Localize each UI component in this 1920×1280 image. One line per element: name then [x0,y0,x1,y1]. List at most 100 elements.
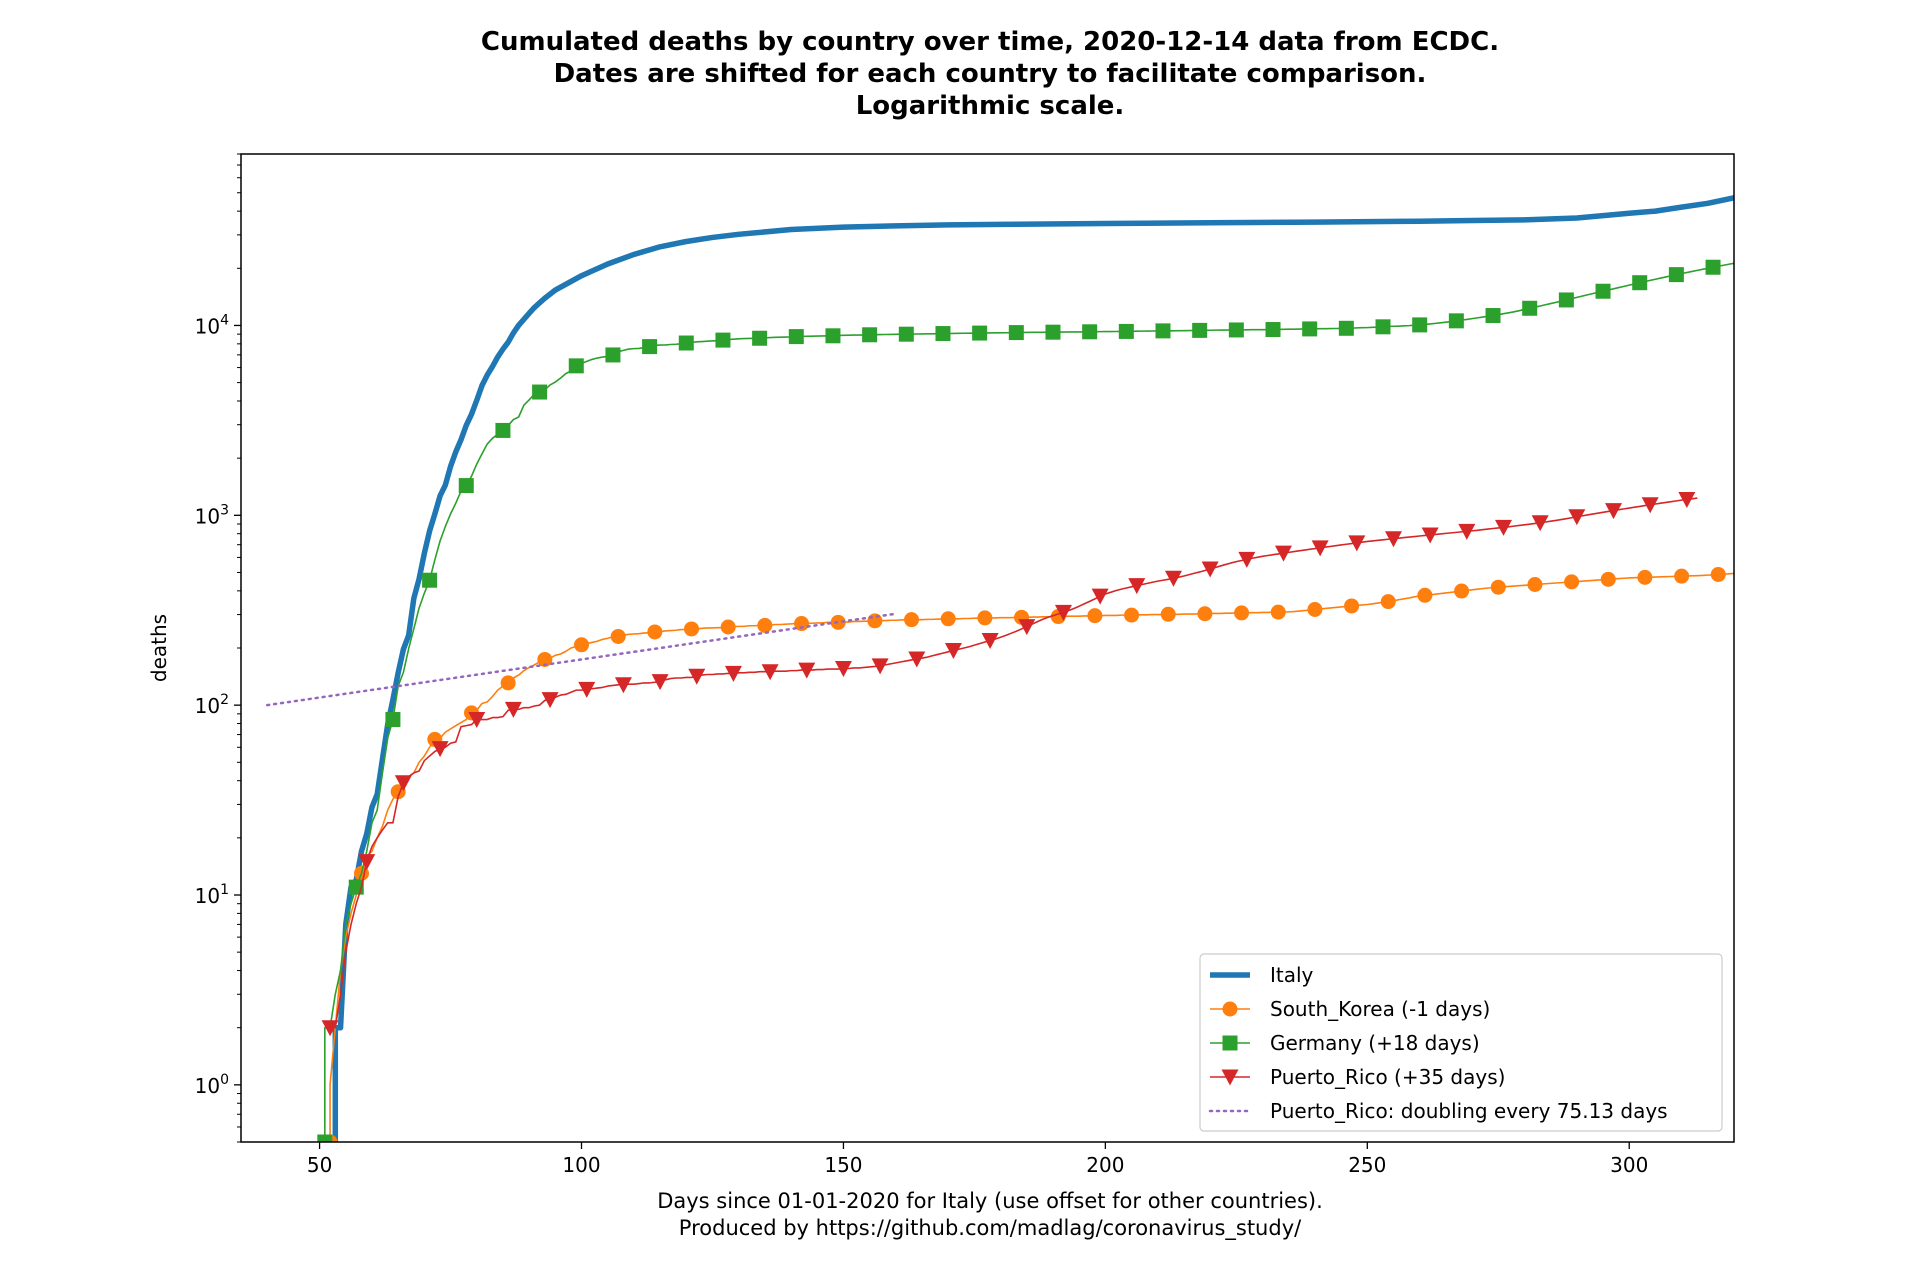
data-point [1448,313,1464,329]
data-point [1710,566,1726,582]
data-point [1124,607,1140,623]
data-point [1054,604,1072,621]
data-point [1265,322,1281,338]
data-point [1091,588,1109,605]
data-point [1164,570,1182,587]
data-point [1197,606,1213,622]
data-point [500,675,516,691]
data-point [1668,267,1684,283]
data-point [935,326,951,342]
data-point [944,643,962,660]
data-point [647,624,663,640]
data-point [1344,598,1360,614]
legend-entry: Puerto_Rico: doubling every 75.13 days [1208,1099,1668,1123]
data-point [1302,321,1318,337]
data-point [1495,519,1513,536]
data-point [1458,523,1476,540]
data-point [1192,322,1208,338]
data-point [1564,574,1580,590]
data-point [1018,619,1036,636]
data-point [1118,323,1134,339]
data-point [825,328,841,344]
data-point [1274,545,1292,562]
x-tick-label: 300 [1610,1153,1648,1177]
legend-marker [1222,1035,1238,1051]
legend-entry: Italy [1210,963,1314,987]
data-point [1637,569,1653,585]
data-point [1384,531,1402,548]
data-point [1421,527,1439,544]
data-point [1632,275,1648,291]
data-point [724,665,742,682]
data-point [788,329,804,345]
data-point [1595,283,1611,299]
y-axis-label: deaths [147,614,171,682]
y-tick-label: 104 [195,312,229,338]
legend-box [1199,953,1723,1132]
data-point [1270,604,1286,620]
y-tick-label: 101 [195,882,229,908]
data-point [1522,300,1538,316]
data-point [610,628,626,644]
x-tick-label: 150 [824,1153,862,1177]
data-point [1160,606,1176,622]
data-point [678,335,694,351]
data-point [1338,320,1354,336]
data-point [614,677,632,694]
data-point [908,651,926,668]
data-point [761,664,779,681]
chart-title-line-2: Dates are shifted for each country to fa… [553,59,1427,89]
data-point [578,681,596,698]
legend-entry: Germany (+18 days) [1210,1031,1480,1055]
y-tick-label: 100 [195,1072,229,1098]
data-point [1605,503,1623,520]
series-3 [321,491,1698,1037]
data-point [862,327,878,343]
data-point [642,339,658,355]
data-point [871,658,889,675]
legend-marker [1222,1001,1238,1017]
legend-marker [1221,1069,1239,1086]
data-point [1045,324,1061,340]
data-point [1234,605,1250,621]
data-point [981,633,999,650]
data-point [504,701,522,718]
data-point [1490,579,1506,595]
chart-title: Cumulated deaths by country over time, 2… [240,26,1740,122]
data-point [1527,577,1543,593]
data-point [651,674,669,691]
legend-label: Puerto_Rico: doubling every 75.13 days [1270,1099,1668,1123]
data-point [1311,540,1329,557]
data-point [977,610,993,626]
data-point [688,668,706,685]
data-point [468,712,486,729]
series-line [330,497,1698,1029]
data-point [940,611,956,627]
data-point [1008,325,1024,341]
data-point [1485,308,1501,324]
y-tick-label: 103 [195,502,229,528]
y-tick-label: 102 [195,692,229,718]
data-point [1454,583,1470,599]
data-point [1705,259,1721,275]
x-axis-label: Days since 01-01-2020 for Italy (use off… [240,1188,1740,1242]
data-point [1417,587,1433,603]
data-point [1128,578,1146,595]
chart-title-line-1: Cumulated deaths by country over time, 2… [480,27,1500,57]
x-tick-label: 100 [562,1153,600,1177]
x-tick-label: 200 [1086,1153,1124,1177]
data-point [458,478,474,494]
data-point [1201,561,1219,578]
data-point [1087,608,1103,624]
data-point [532,384,548,400]
data-point [1558,292,1574,308]
data-point [495,422,511,438]
series-4 [265,612,898,707]
data-point [1380,594,1396,610]
legend-label: Puerto_Rico (+35 days) [1270,1065,1505,1089]
data-point [1412,317,1428,333]
data-point [1678,491,1696,508]
data-point [715,332,731,348]
data-point [358,854,376,871]
data-point [1082,324,1098,340]
